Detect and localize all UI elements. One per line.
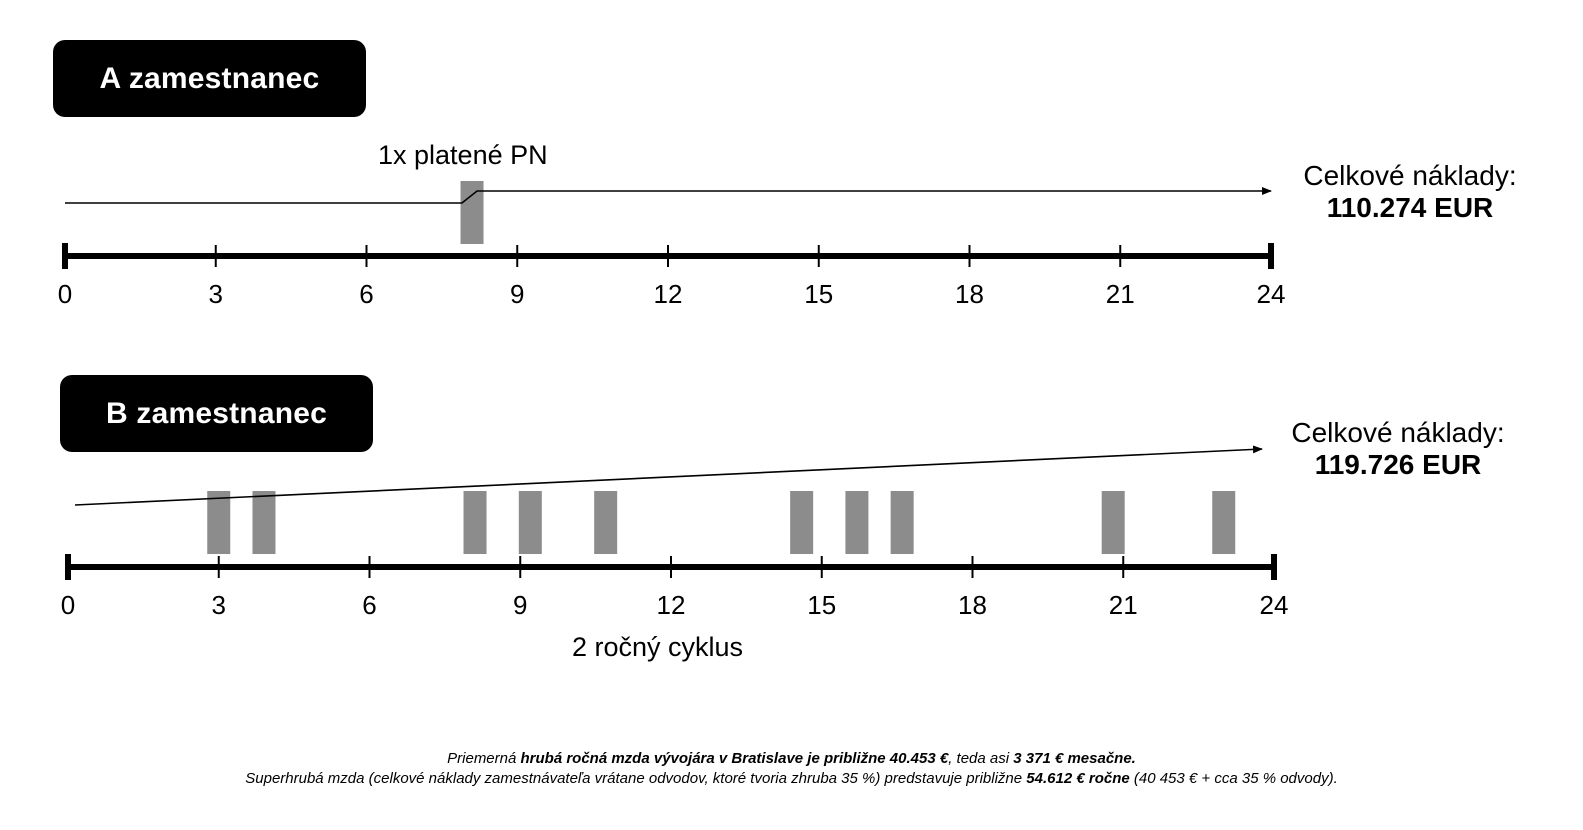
employee-b-total-value: 119.726 EUR xyxy=(1314,449,1482,480)
sick-leave-block xyxy=(460,181,484,244)
axis-tick-label: 15 xyxy=(807,590,836,620)
footnote-line-2: Superhrubá mzda (celkové náklady zamestn… xyxy=(0,769,1583,789)
footnote-segment: Superhrubá mzda (celkové náklady zamestn… xyxy=(245,770,1027,787)
sick-leave-block xyxy=(845,491,869,554)
employee-b-total-label: Celkové náklady: xyxy=(1291,417,1505,448)
axis-tick-label: 21 xyxy=(1109,590,1138,620)
employee-a-badge: A zamestnanec xyxy=(53,40,366,117)
timeline-a: 0 3 6 9 12 15 18 21 24 xyxy=(58,181,1286,309)
footnote-segment: , teda asi xyxy=(948,750,1014,767)
axis-tick-label: 21 xyxy=(1106,279,1135,309)
axis-tick-label: 15 xyxy=(804,279,833,309)
axis-tick-label: 12 xyxy=(657,590,686,620)
footnote-segment: Priemerná xyxy=(447,750,521,767)
employee-b-title: B zamestnanec xyxy=(105,396,328,430)
cost-line-a xyxy=(65,187,1272,204)
sick-leave-block xyxy=(463,491,487,554)
employee-b-total: Celkové náklady: 119.726 EUR xyxy=(1268,417,1528,481)
sick-leave-block xyxy=(252,491,276,554)
axis-tick-label: 0 xyxy=(58,279,72,309)
axis-tick-label: 18 xyxy=(958,590,987,620)
footnote-line-1: Priemerná hrubá ročná mzda vývojára v Br… xyxy=(0,749,1583,769)
employee-a-total: Celkové náklady: 110.274 EUR xyxy=(1280,160,1540,224)
axis-tick-label: 9 xyxy=(510,279,524,309)
sick-leave-label: 1x platené PN xyxy=(378,140,548,170)
axis-tick-label: 3 xyxy=(212,590,226,620)
axis-tick-label: 18 xyxy=(955,279,984,309)
sick-leave-block xyxy=(594,491,618,554)
axis-tick-label: 12 xyxy=(654,279,683,309)
employee-a-total-value: 110.274 EUR xyxy=(1326,192,1494,223)
employee-a-title: A zamestnanec xyxy=(99,61,320,95)
employee-a-total-label: Celkové náklady: xyxy=(1303,160,1517,191)
axis-tick-label: 24 xyxy=(1257,279,1286,309)
sick-leave-block xyxy=(1101,491,1125,554)
footnote-segment: 54.612 € ročne xyxy=(1026,770,1130,787)
cost-line-b xyxy=(74,445,1263,506)
employee-b-badge: B zamestnanec xyxy=(60,375,373,452)
footnote-segment: (40 453 € + cca 35 % odvody). xyxy=(1129,770,1338,787)
axis-tick-label: 6 xyxy=(359,279,373,309)
timeline-b: 0 3 6 9 12 15 18 21 24 xyxy=(61,445,1289,620)
axis-tick-label: 3 xyxy=(209,279,223,309)
footnote-segment: 3 371 € mesačne. xyxy=(1013,750,1136,767)
sick-leave-block xyxy=(207,491,231,554)
axis-tick-label: 24 xyxy=(1260,590,1289,620)
sick-leave-block xyxy=(518,491,542,554)
axis-tick-label: 0 xyxy=(61,590,75,620)
sick-leave-block xyxy=(790,491,814,554)
axis-tick-label: 6 xyxy=(362,590,376,620)
sick-leave-block xyxy=(890,491,914,554)
sick-leave-block xyxy=(1212,491,1236,554)
footnote-segment: hrubá ročná mzda vývojára v Bratislave j… xyxy=(520,750,949,767)
cycle-label: 2 ročný cyklus xyxy=(572,632,744,662)
axis-tick-label: 9 xyxy=(513,590,527,620)
